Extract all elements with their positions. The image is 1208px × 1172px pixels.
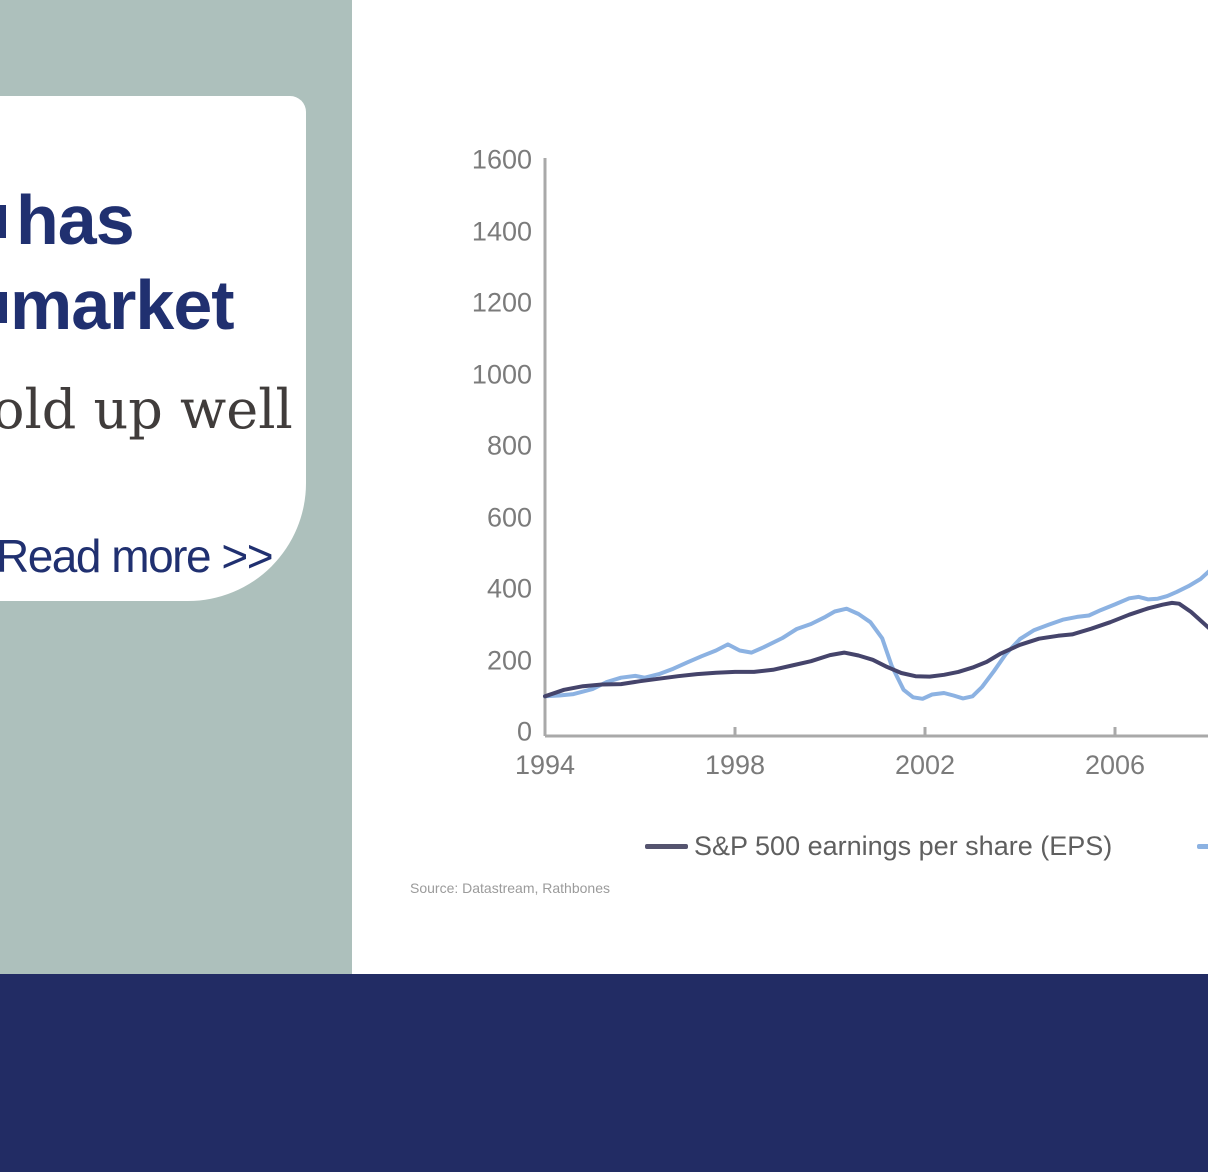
y-axis-tick-label: 1000: [471, 359, 532, 389]
eps-series-line: [543, 600, 1208, 699]
legend-item-eps: S&P 500 earnings per share (EPS): [645, 831, 1112, 862]
x-axis-tick-label: 2006: [1084, 750, 1146, 780]
source-note: Source: Datastream, Rathbones: [410, 880, 610, 896]
y-axis-tick-label: 1400: [471, 216, 532, 246]
price-line-swatch-clipped: [1197, 844, 1208, 849]
y-axis-tick-label: 200: [486, 645, 532, 675]
read-more-link[interactable]: Read more >>: [0, 530, 274, 582]
x-axis-tick-label: 2002: [894, 750, 956, 780]
x-axis-tick-label: 1998: [704, 750, 766, 780]
left-green-panel: has market old up well Read more >>: [0, 0, 352, 974]
legend-label-eps: S&P 500 earnings per share (EPS): [694, 831, 1113, 861]
subtitle-text: old up well: [0, 378, 293, 441]
y-axis-tick-label: 1600: [471, 144, 532, 175]
y-axis-tick-label: 800: [486, 430, 532, 461]
headline-line1: has: [16, 181, 135, 259]
promo-card: [0, 96, 306, 601]
y-axis-tick-label: 400: [486, 573, 532, 604]
clipped-letter-fragment: [0, 292, 7, 323]
price-series-line: [543, 569, 1208, 701]
y-axis-tick-label: 0: [516, 716, 532, 747]
footer-band: e week: [0, 974, 1208, 1172]
eps-line-swatch: [645, 844, 688, 849]
x-axis-tick-label: 1994: [514, 750, 576, 780]
y-axis-tick-label: 600: [486, 502, 532, 532]
y-axis-tick-label: 1200: [471, 287, 532, 318]
headline-line2: market: [10, 266, 235, 344]
clipped-letter-fragment: [0, 205, 6, 238]
chart-legend: S&P 500 earnings per share (EPS): [0, 831, 1208, 863]
